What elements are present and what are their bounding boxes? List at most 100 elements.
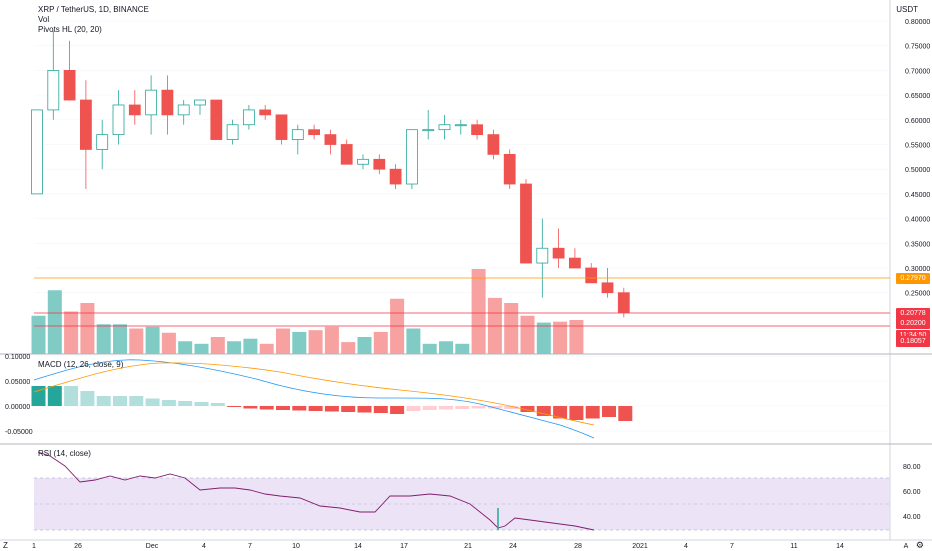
time-tick-label: Dec [146,543,159,550]
candle-body [471,124,484,136]
volume-bar [439,341,453,354]
rsi-axis[interactable]: 80.00 60.00 40.00 [903,464,921,521]
candle-body [96,134,109,150]
volume-bar [373,331,388,354]
price-tick-label: 0.75000 [905,44,930,51]
time-tick-label: 24 [509,543,517,550]
price-tick-label: 0.25000 [905,291,930,298]
macd-hist-bar [471,406,486,409]
pivots-indicator-label[interactable]: Pivots HL (20, 20) [38,25,102,34]
candle-body [536,247,549,264]
rsi-legend[interactable]: RSI (14, close) [38,449,91,459]
macd-hist-bar [64,386,79,406]
candle-body [275,114,288,140]
time-tick-label: 28 [574,543,582,550]
candle-body [63,70,76,101]
macd-hist-bar [536,406,551,416]
volume-bars [31,269,584,354]
price-axis[interactable]: 0.80000 0.75000 0.70000 0.65000 0.60000 0.550… [905,19,930,298]
time-tick-label: 26 [74,543,82,550]
price-tag: 0.27970 [896,273,930,284]
volume-indicator-label[interactable]: Vol [38,15,50,24]
macd-hist-bar [210,403,225,406]
time-tick-label: 2021 [632,543,648,550]
volume-bar [553,321,568,354]
volume-bar [536,322,551,354]
price-tick-label: 0.50000 [905,167,930,174]
macd-hist-bar [80,391,95,406]
time-axis[interactable]: 1 26 Dec 4 7 10 14 17 21 24 28 2021 4 7 11 14 A [32,543,909,550]
timezone-z-label[interactable]: Z [3,541,8,550]
candle-body [226,124,239,140]
price-pane[interactable]: 0.80000 0.75000 0.70000 0.65000 0.60000 0.550… [0,0,930,540]
macd-hist-bar [324,406,339,412]
candle-body [617,292,630,313]
volume-bar [161,332,176,354]
candlesticks [31,30,630,318]
candle-body [324,134,337,145]
macd-axis[interactable]: 0.10000 0.05000 0.00000 -0.05000 [5,354,33,436]
volume-bar [569,320,584,354]
candle-body [503,153,516,185]
volume-bar [406,328,421,354]
macd-hist-bar [357,406,372,413]
volume-bar [178,341,193,354]
volume-bar [113,324,127,354]
time-tick-label: 14 [354,543,362,550]
macd-hist-bar [259,406,274,410]
macd-pane[interactable]: 0.10000 0.05000 0.00000 -0.05000 [5,354,890,439]
volume-bar [341,342,356,354]
volume-bar [292,331,307,354]
volume-bar [520,315,535,354]
volume-bar [129,328,144,354]
volume-bar [324,326,339,354]
macd-hist-bar [455,406,470,409]
volume-bar [80,303,95,354]
macd-legend[interactable]: MACD (12, 26, close, 9) [38,360,123,370]
volume-bar [357,337,372,354]
volume-bar [96,324,111,354]
macd-label[interactable]: MACD (12, 26, close, 9) [38,360,124,369]
symbol-title[interactable]: XRP / TetherUS, 1D, BINANCE [38,5,149,14]
price-tick-label: 0.60000 [905,118,930,125]
macd-hist-bar [308,406,323,411]
price-tick-label: 0.30000 [905,266,930,273]
time-tick-label: 21 [464,543,472,550]
candle-body [308,129,321,136]
macd-hist-bar [439,406,453,410]
volume-bar [276,328,290,354]
candle-body [405,129,418,185]
chart-legend[interactable]: XRP / TetherUS, 1D, BINANCE Vol Pivots H… [38,5,149,35]
rsi-pane[interactable]: 80.00 60.00 40.00 [34,451,921,531]
gear-icon[interactable]: ⚙ [915,540,924,550]
candle-body [145,89,158,116]
candle-body [357,158,369,165]
rsi-tick-label: 60.00 [903,489,921,496]
macd-tick-label: 0.05000 [5,379,30,386]
currency-label[interactable]: USDT [896,5,918,14]
macd-hist-bar [341,406,356,412]
macd-hist-bar [602,406,616,417]
price-tick-label: 0.65000 [905,93,930,100]
candle-body [259,109,272,116]
price-tick-label: 0.45000 [905,192,930,199]
volume-bar [210,337,225,354]
volume-bar [455,343,470,354]
rsi-tick-label: 80.00 [903,464,921,471]
macd-hist-bar [390,406,405,414]
time-tick-label: 10 [292,543,300,550]
price-tag: 0.20778 [896,308,930,319]
price-tag: 0.20200 [896,318,930,329]
macd-hist-bar [129,396,144,406]
time-tick-label: 1 [32,543,36,550]
macd-hist-bar [373,406,388,413]
price-tick-label: 0.70000 [905,68,930,75]
price-tick-label: 0.40000 [905,217,930,224]
candle-body [373,158,386,170]
rsi-label[interactable]: RSI (14, close) [38,449,91,458]
macd-hist-bar [161,400,176,406]
price-tick-label: 0.35000 [905,241,930,248]
macd-line [33,359,595,439]
volume-bar [243,338,258,354]
